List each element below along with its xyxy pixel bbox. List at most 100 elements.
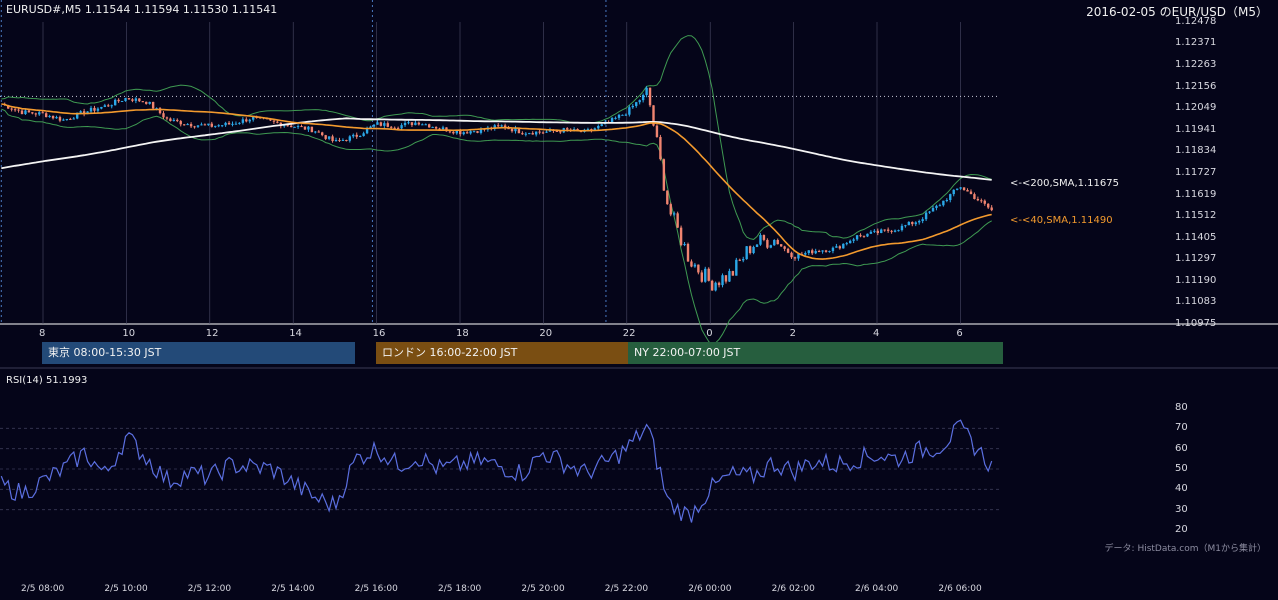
candle-body (497, 125, 500, 127)
rsi-line (0, 419, 993, 523)
candle-body (693, 264, 697, 267)
candle-body (245, 119, 248, 122)
candle-body (379, 122, 383, 126)
candle-body (983, 200, 986, 204)
candle-body (327, 136, 331, 139)
candle-body (400, 125, 403, 129)
hour-tick-label: 6 (956, 328, 963, 339)
candle-body (648, 87, 652, 106)
candle-body (507, 128, 510, 130)
candle-body (179, 121, 182, 125)
candle-body (176, 119, 179, 122)
candle-body (300, 126, 303, 128)
candle-body (559, 131, 562, 133)
candle-body (707, 268, 710, 281)
candle-body (200, 124, 203, 126)
rsi-tick-label: 60 (1175, 442, 1188, 454)
candle-body (410, 122, 414, 126)
candle-body (248, 119, 251, 122)
candle-body (165, 117, 169, 119)
hour-tick-label: 8 (39, 328, 46, 339)
symbol-info: EURUSD#,M5 1.11544 1.11594 1.11530 1.115… (6, 3, 278, 16)
sma200-label: <-<200,SMA,1.11675 (1010, 178, 1119, 189)
candle-body (924, 212, 928, 220)
candle-body (962, 187, 966, 190)
candle-body (503, 125, 507, 129)
candle-body (831, 247, 835, 252)
time-tick-label: 2/5 16:00 (354, 584, 398, 594)
price-tick-label: 1.12478 (1175, 16, 1217, 27)
candle-body (942, 200, 945, 206)
candle-body (210, 123, 213, 127)
candle-body (904, 225, 907, 227)
candle-body (155, 108, 158, 110)
candle-body (207, 123, 210, 125)
candle-body (738, 259, 741, 261)
candle-body (652, 105, 655, 126)
candle-body (107, 105, 110, 107)
candle-body (100, 106, 103, 109)
candle-body (566, 128, 569, 130)
candle-body (945, 199, 949, 201)
candle-body (103, 105, 107, 107)
candle-body (407, 122, 410, 124)
price-tick-label: 1.12156 (1175, 80, 1217, 92)
candle-body (296, 126, 300, 128)
candlesticks (3, 86, 993, 292)
candle-body (10, 108, 13, 110)
sma40-label: <-<40,SMA,1.11490 (1010, 215, 1113, 226)
candle-body (845, 243, 848, 245)
candle-body (766, 239, 769, 248)
candle-body (862, 235, 866, 237)
hour-tick-label: 4 (873, 328, 880, 339)
candle-body (759, 235, 762, 245)
candle-body (593, 128, 597, 131)
candle-body (314, 131, 317, 133)
candle-body (631, 105, 634, 108)
candle-body (987, 203, 990, 208)
candle-body (151, 101, 155, 109)
rsi-panel (0, 419, 1000, 523)
candle-body (345, 139, 348, 141)
candle-body (227, 122, 231, 125)
price-tick-label: 1.12263 (1175, 59, 1217, 71)
candle-body (82, 111, 86, 115)
hour-tick-label: 20 (539, 328, 553, 339)
candle-body (935, 205, 938, 209)
candle-body (182, 124, 186, 126)
hour-tick-label: 2 (789, 328, 796, 339)
price-tick-label: 1.11619 (1175, 188, 1217, 200)
candle-body (34, 113, 38, 115)
candle-body (414, 122, 417, 126)
candle-body (980, 200, 983, 202)
candle-body (331, 136, 334, 142)
candle-body (65, 118, 69, 120)
candle-body (752, 246, 755, 254)
time-tick-label: 2/5 14:00 (271, 584, 315, 594)
price-tick-label: 1.11512 (1175, 210, 1217, 222)
time-tick-label: 2/6 00:00 (688, 584, 732, 594)
candle-body (890, 230, 893, 232)
candle-body (969, 191, 973, 195)
candle-body (921, 219, 924, 222)
candle-body (859, 235, 862, 237)
candle-body (755, 244, 759, 247)
candle-body (690, 261, 693, 267)
candle-body (907, 221, 911, 226)
rsi-tick-label: 30 (1175, 503, 1188, 515)
candle-body (24, 110, 27, 115)
candle-body (214, 125, 217, 127)
rsi-tick-label: 70 (1175, 422, 1188, 434)
candle-body (141, 101, 144, 103)
candle-body (931, 208, 935, 212)
candle-body (655, 125, 659, 137)
price-tick-label: 1.11190 (1175, 274, 1217, 286)
candle-body (62, 119, 65, 121)
candle-body (196, 125, 200, 127)
price-tick-label: 1.12049 (1175, 102, 1217, 114)
candle-body (918, 221, 921, 223)
candle-body (638, 100, 641, 103)
candle-body (676, 213, 679, 228)
price-tick-label: 1.11083 (1175, 296, 1217, 308)
candle-body (835, 246, 838, 248)
